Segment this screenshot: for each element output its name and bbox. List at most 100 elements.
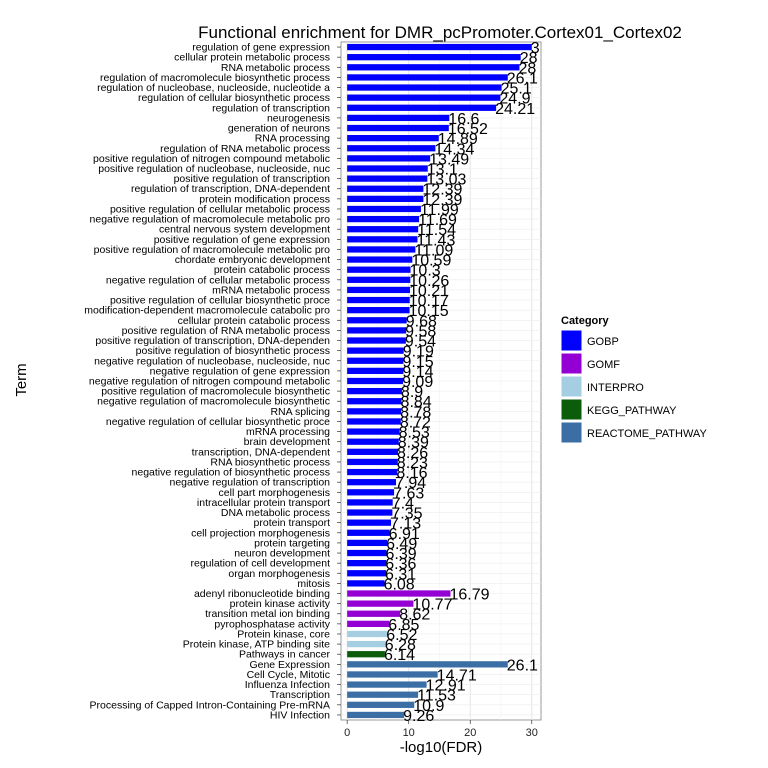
y-tick-label-negative-regulation-of-cellular-biosynthetic-proce: negative regulation of cellular biosynth… [106,416,330,428]
data-label-positive-regulation-of-nitrogen-compound-metabolic: 13.49 [429,151,469,168]
y-tick-label-negative-regulation-of-biosynthetic-process: negative regulation of biosynthetic proc… [132,467,330,479]
bar-regulation-of-transcription [347,104,497,111]
data-label-positive-regulation-of-cellular-metabolic-process: 11.99 [420,202,459,219]
bar-positive-regulation-of-biosynthetic-process [347,347,404,354]
bar-cell-part-morphogenesis [347,489,395,496]
y-tick-label-regulation-of-rna-metabolic-process: regulation of RNA metabolic process [160,143,330,155]
data-label-modification-dependent-macromolecule-catabolic-pro: 10.15 [409,303,449,320]
y-tick-label-positive-regulation-of-biosynthetic-process: positive regulation of biosynthetic proc… [136,345,330,357]
data-label-negative-regulation-of-cellular-biosynthetic-proce: 8.72 [400,414,431,431]
y-tick-label-processing-of-capped-intron-containing-pre-mrna: Processing of Capped Intron-Containing P… [90,699,330,711]
data-label-rna-processing: 14.89 [438,131,478,148]
data-label-hiv-infection: 9.26 [403,708,434,725]
y-tick-label-central-nervous-system-development: central nervous system development [159,224,330,236]
data-label-cell-projection-morphogenesis: 6.91 [389,526,420,543]
data-label-transcription-dna-dependent: 8.26 [397,445,428,462]
data-label-positive-regulation-of-nucleobase-nucleoside-nuc: 13.1 [427,161,458,178]
bar-neurogenesis [347,114,450,122]
y-tick-label-regulation-of-cell-development: regulation of cell development [190,558,330,570]
bar-protein-kinase-atp-binding-site [347,640,386,648]
y-tick-label-negative-regulation-of-gene-expression: negative regulation of gene expression [150,365,331,377]
legend-label-gobp: GOBP [587,336,619,348]
bar-regulation-of-rna-metabolic-process [347,145,436,152]
bar-pathways-in-cancer [347,651,385,658]
data-label-regulation-of-transcription: 24.21 [495,101,535,118]
bar-positive-regulation-of-gene-expression [347,236,418,243]
legend-label-interpro: INTERPRO [587,382,644,394]
data-label-negative-regulation-of-cellular-metabolic-process: 10.26 [409,273,449,290]
data-label-negative-regulation-of-macromolecule-metabolic-pro: 11.69 [418,212,457,229]
bar-negative-regulation-of-nucleobase-nucleoside-nuc [347,357,404,364]
data-label-protein-targeting: 6.49 [386,536,417,553]
bar-negative-regulation-of-transcription [347,479,397,486]
bar-gene-expression [347,661,508,668]
bar-negative-regulation-of-cellular-metabolic-process [347,276,411,283]
y-tick-label-dna-metabolic-process: DNA metabolic process [221,507,330,519]
data-label-regulation-of-cellular-biosynthetic-process: 24.9 [499,91,530,108]
y-tick-label-chordate-embryonic-development: chordate embryonic development [175,254,330,266]
bar-protein-transport [347,519,392,526]
data-label-positive-regulation-of-biosynthetic-process: 9.19 [403,344,434,361]
data-label-negative-regulation-of-macromolecule-biosynthetic: 8.84 [401,394,432,411]
y-tick-label-cell-part-morphogenesis: cell part morphogenesis [219,487,330,499]
data-label-regulation-of-cell-development: 6.36 [385,556,416,573]
bar-cellular-protein-metabolic-process [347,54,521,61]
bar-chordate-embryonic-development [347,256,413,263]
data-label-adenyl-ribonucleotide-binding: 16.79 [449,587,489,604]
data-label-positive-regulation-of-cellular-biosynthetic-proce: 10.17 [409,293,449,310]
y-tick-label-pathways-in-cancer: Pathways in cancer [239,649,331,661]
bar-rna-processing [347,134,439,142]
data-label-neurogenesis: 16.6 [448,111,479,128]
y-tick-label-protein-modification-process: protein modification process [199,193,330,205]
data-label-protein-transport: 7.13 [390,516,421,533]
y-tick-label-neuron-development: neuron development [234,548,330,560]
y-tick-label-neurogenesis: neurogenesis [267,112,330,124]
data-label-cellular-protein-catabolic-process: 9.68 [406,313,437,330]
data-label-central-nervous-system-development: 11.54 [417,222,456,239]
data-label-transition-metal-ion-binding: 8.62 [399,607,430,624]
data-label-rna-metabolic-process: 28 [518,60,536,77]
bar-regulation-of-nucleobase-nucleoside-nucleotide-a [347,84,502,91]
bar-positive-regulation-of-macromolecule-biosynthetic [347,387,402,395]
bar-organ-morphogenesis [347,570,386,577]
data-label-cell-part-morphogenesis: 7.63 [393,485,424,502]
data-label-cellular-protein-metabolic-process: 28 [520,50,538,67]
y-tick-label-negative-regulation-of-macromolecule-biosynthetic: negative regulation of macromolecule bio… [97,396,330,408]
bar-cellular-protein-catabolic-process [347,317,407,324]
bar-positive-regulation-of-cellular-metabolic-process [347,205,421,213]
y-tick-label-positive-regulation-of-transcription-dna-dependen: positive regulation of transcription, DN… [95,335,330,347]
bar-negative-regulation-of-nitrogen-compound-metabolic [347,377,404,385]
y-tick-label-negative-regulation-of-nitrogen-compound-metabolic: negative regulation of nitrogen compound… [89,376,330,388]
legend-swatch-reactome-pathway [560,421,583,444]
legend-label-reactome-pathway: REACTOME_PATHWAY [587,428,707,440]
y-tick-label-organ-morphogenesis: organ morphogenesis [228,568,330,580]
data-label-negative-regulation-of-biosynthetic-process: 8.16 [396,465,427,482]
y-tick-label-protein-kinase-core: Protein kinase, core [237,628,330,640]
y-tick-label-transcription: Transcription [270,689,330,701]
bar-protein-targeting [347,539,388,547]
bar-positive-regulation-of-transcription-dna-dependen [347,337,406,344]
y-tick-label-rna-splicing: RNA splicing [270,406,330,418]
x-tick-label-0: 0 [344,727,350,739]
bar-mitosis [347,580,385,587]
data-label-influenza-infection: 12.91 [426,678,466,695]
y-tick-label-transition-metal-ion-binding: transition metal ion binding [205,608,330,620]
y-tick-label-intracellular-protein-transport: intracellular protein transport [197,497,330,509]
y-tick-label-pyrophosphatase-activity: pyrophosphatase activity [214,618,330,630]
bar-negative-regulation-of-cellular-biosynthetic-proce [347,418,401,425]
bar-regulation-of-cellular-biosynthetic-process [347,94,501,101]
data-label-positive-regulation-of-gene-expression: 11.43 [416,232,455,249]
bar-protein-kinase-activity [347,600,414,607]
y-tick-label-rna-metabolic-process: RNA metabolic process [221,62,330,74]
data-label-brain-development: 8.39 [398,435,429,452]
data-label-processing-of-capped-intron-containing-pre-mrna: 10.9 [413,698,444,715]
data-label-positive-regulation-of-macromolecule-metabolic-pro: 11.09 [414,242,453,259]
y-tick-label-negative-regulation-of-transcription: negative regulation of transcription [169,477,330,489]
bar-positive-regulation-of-nitrogen-compound-metabolic [347,155,431,162]
y-tick-label-protein-kinase-activity: protein kinase activity [230,598,331,610]
y-tick-label-regulation-of-transcription-dna-dependent: regulation of transcription, DNA-depende… [131,183,330,195]
y-tick-label-brain-development: brain development [244,436,330,448]
x-axis-title: -log10(FDR) [400,739,483,756]
data-label-dna-metabolic-process: 7.35 [391,506,422,523]
